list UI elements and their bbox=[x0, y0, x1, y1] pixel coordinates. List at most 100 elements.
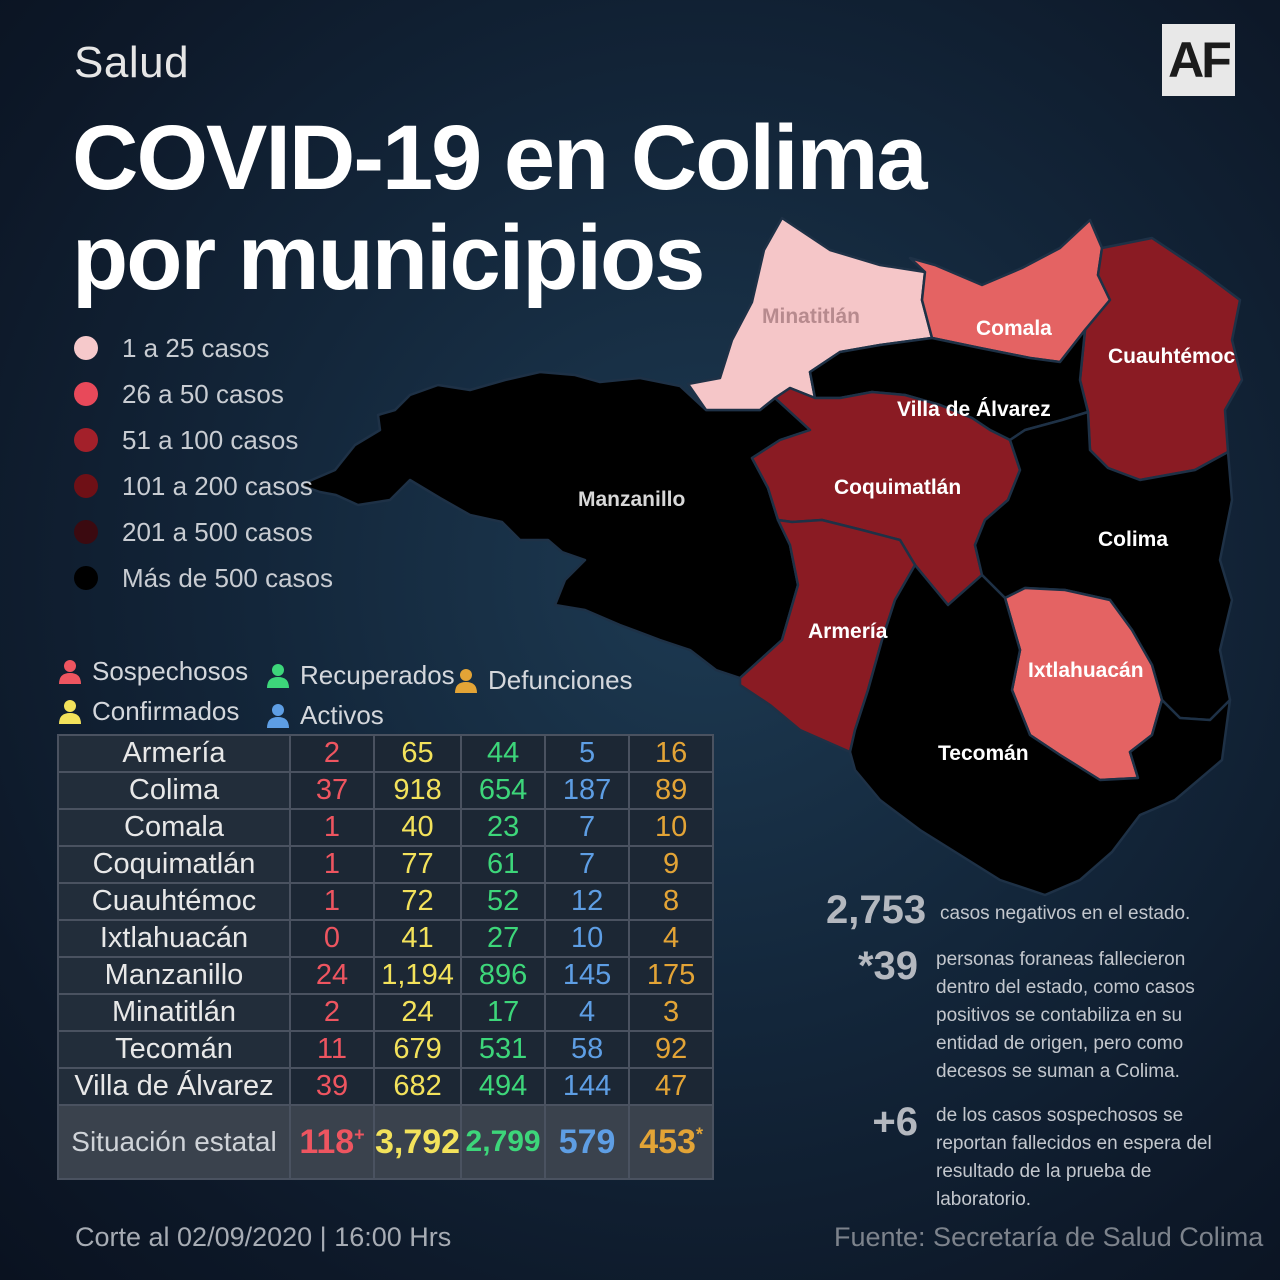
cell-conf: 41 bbox=[372, 919, 463, 958]
legend-item: 101 a 200 casos bbox=[74, 463, 333, 509]
table-row: Villa de Álvarez 39 682 494 144 47 bbox=[57, 1067, 715, 1106]
page-title-line2: por municipios bbox=[72, 207, 705, 309]
cell-rec: 17 bbox=[460, 993, 547, 1032]
category-label: Recuperados bbox=[300, 660, 455, 690]
cell-act: 7 bbox=[544, 845, 631, 884]
cell-act: 7 bbox=[544, 808, 631, 847]
map-label-colima: Colima bbox=[1098, 528, 1168, 551]
category-confirmados: Confirmados bbox=[58, 696, 239, 727]
municipio-name: Coquimatlán bbox=[57, 845, 291, 884]
person-icon bbox=[455, 668, 477, 693]
legend-item: Más de 500 casos bbox=[74, 555, 333, 601]
cell-def: 4 bbox=[628, 919, 715, 958]
person-icon bbox=[267, 703, 289, 728]
municipio-name: Minatitlán bbox=[57, 993, 291, 1032]
cell-rec: 654 bbox=[460, 771, 547, 810]
map-label-coquimatlan: Coquimatlán bbox=[834, 476, 961, 499]
legend-label: 26 a 50 casos bbox=[122, 378, 284, 409]
footer-fuente: Fuente: Secretaría de Salud Colima bbox=[834, 1222, 1264, 1252]
table-row: Tecomán 11 679 531 58 92 bbox=[57, 1030, 715, 1069]
legend-dot bbox=[74, 474, 98, 498]
cell-sosp: 1 bbox=[289, 808, 375, 847]
note-value: *39 bbox=[857, 944, 918, 988]
note-sospechosos: +6 de los casos sospechosos se reportan … bbox=[826, 1100, 1241, 1214]
cell-sosp: 1 bbox=[289, 845, 375, 884]
legend-dot bbox=[74, 520, 98, 544]
cell-act: 12 bbox=[544, 882, 631, 921]
table-total-row: Situación estatal 118+ 3,792 2,799 579 453* bbox=[57, 1104, 715, 1180]
cell-act: 4 bbox=[544, 993, 631, 1032]
municipio-name: Villa de Álvarez bbox=[57, 1067, 291, 1106]
section-label: Salud bbox=[74, 38, 190, 87]
legend-item: 26 a 50 casos bbox=[74, 371, 333, 417]
cell-def: 10 bbox=[628, 808, 715, 847]
cell-def: 3 bbox=[628, 993, 715, 1032]
map-label-cuauhtemoc: Cuauhtémoc bbox=[1108, 345, 1236, 368]
total-def: 453* bbox=[628, 1104, 715, 1180]
cell-conf: 918 bbox=[372, 771, 463, 810]
table-row: Colima 37 918 654 187 89 bbox=[57, 771, 715, 810]
note-negativos: 2,753 casos negativos en el estado. bbox=[826, 888, 1240, 933]
total-conf: 3,792 bbox=[372, 1104, 463, 1180]
total-sosp: 118+ bbox=[289, 1104, 375, 1180]
cell-conf: 682 bbox=[372, 1067, 463, 1106]
cell-conf: 1,194 bbox=[372, 956, 463, 995]
map-label-armeria: Armería bbox=[808, 620, 888, 643]
total-sosp-value: 118 bbox=[299, 1122, 355, 1161]
cell-def: 175 bbox=[628, 956, 715, 995]
table-row: Minatitlán 2 24 17 4 3 bbox=[57, 993, 715, 1032]
note-foraneas: *39 personas foraneas fallecieron dentro… bbox=[826, 944, 1236, 1086]
table-row: Armería 2 65 44 5 16 bbox=[57, 734, 715, 773]
category-label: Activos bbox=[300, 700, 384, 730]
category-label: Sospechosos bbox=[92, 656, 249, 686]
person-icon bbox=[59, 659, 81, 684]
cell-rec: 531 bbox=[460, 1030, 547, 1069]
cell-sosp: 24 bbox=[289, 956, 375, 995]
note-value: 2,753 bbox=[826, 888, 927, 932]
cell-sosp: 39 bbox=[289, 1067, 375, 1106]
map-label-comala: Comala bbox=[976, 317, 1052, 340]
category-defunciones: Defunciones bbox=[454, 665, 633, 696]
category-label: Defunciones bbox=[488, 665, 633, 695]
municipio-name: Colima bbox=[57, 771, 291, 810]
cell-act: 58 bbox=[544, 1030, 631, 1069]
legend-dot bbox=[74, 382, 98, 406]
cell-rec: 61 bbox=[460, 845, 547, 884]
cell-act: 10 bbox=[544, 919, 631, 958]
legend-dot bbox=[74, 336, 98, 360]
total-def-value: 453 bbox=[639, 1122, 696, 1161]
category-sospechosos: Sospechosos bbox=[58, 656, 248, 687]
table-row: Cuauhtémoc 1 72 52 12 8 bbox=[57, 882, 715, 921]
cell-sosp: 2 bbox=[289, 734, 375, 773]
cell-rec: 896 bbox=[460, 956, 547, 995]
map-label-minatitlan: Minatitlán bbox=[762, 305, 860, 328]
map-label-manzanillo: Manzanillo bbox=[578, 488, 685, 511]
note-text: personas foraneas fallecieron dentro del… bbox=[936, 949, 1195, 1082]
note-value: +6 bbox=[872, 1100, 918, 1144]
legend-label: 1 a 25 casos bbox=[122, 332, 270, 363]
cell-conf: 24 bbox=[372, 993, 463, 1032]
cell-rec: 494 bbox=[460, 1067, 547, 1106]
legend-dot bbox=[74, 428, 98, 452]
legend-item: 201 a 500 casos bbox=[74, 509, 333, 555]
note-text: casos negativos en el estado. bbox=[940, 903, 1191, 924]
person-icon bbox=[59, 699, 81, 724]
map-label-villa-de-alvarez: Villa de Álvarez bbox=[897, 398, 1051, 421]
page-title-line1: COVID-19 en Colima bbox=[72, 107, 928, 209]
cell-conf: 77 bbox=[372, 845, 463, 884]
table-row: Coquimatlán 1 77 61 7 9 bbox=[57, 845, 715, 884]
cell-def: 47 bbox=[628, 1067, 715, 1106]
municipio-name: Tecomán bbox=[57, 1030, 291, 1069]
municipio-name: Comala bbox=[57, 808, 291, 847]
color-legend: 1 a 25 casos 26 a 50 casos 51 a 100 caso… bbox=[74, 325, 333, 601]
footer-corte: Corte al 02/09/2020 | 16:00 Hrs bbox=[75, 1222, 452, 1252]
person-icon bbox=[267, 663, 289, 688]
region-manzanillo bbox=[298, 370, 812, 680]
cell-act: 5 bbox=[544, 734, 631, 773]
municipio-name: Ixtlahuacán bbox=[57, 919, 291, 958]
cell-rec: 52 bbox=[460, 882, 547, 921]
cell-rec: 23 bbox=[460, 808, 547, 847]
total-sosp-mark: + bbox=[354, 1124, 365, 1145]
category-recuperados: Recuperados bbox=[266, 660, 455, 691]
cell-conf: 40 bbox=[372, 808, 463, 847]
